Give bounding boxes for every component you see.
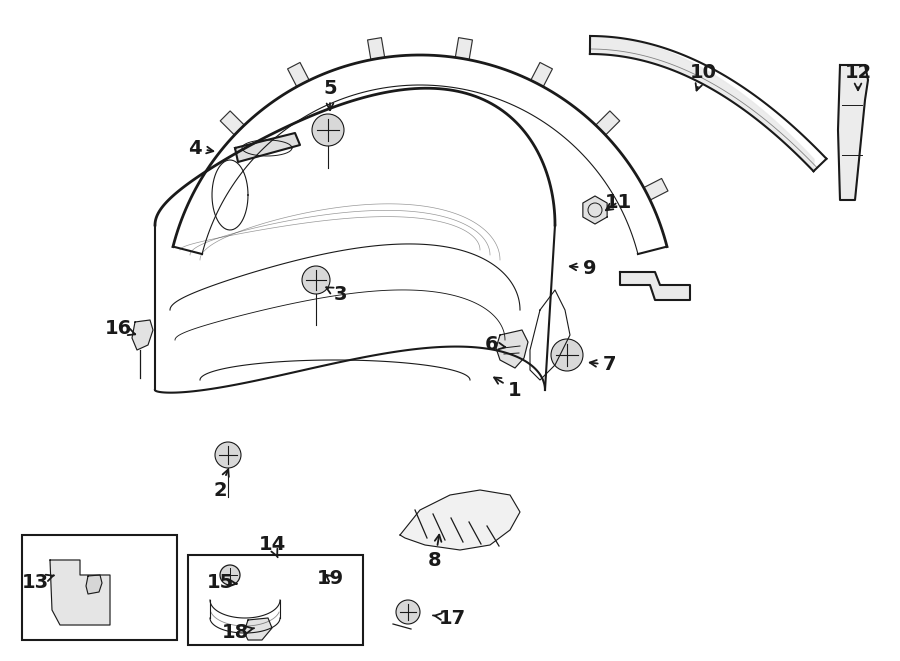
Circle shape	[396, 600, 420, 624]
Text: 15: 15	[206, 572, 237, 592]
Polygon shape	[644, 178, 668, 200]
Polygon shape	[50, 560, 110, 625]
Polygon shape	[838, 65, 868, 200]
Text: 11: 11	[605, 192, 632, 212]
Circle shape	[302, 266, 330, 294]
Text: 3: 3	[326, 286, 346, 305]
Text: 8: 8	[428, 535, 442, 570]
Polygon shape	[620, 272, 690, 300]
Text: 19: 19	[317, 568, 344, 588]
Polygon shape	[244, 618, 272, 640]
Text: 1: 1	[494, 377, 522, 399]
Text: 7: 7	[590, 356, 616, 375]
Bar	[188, 555, 363, 645]
Text: 10: 10	[689, 63, 716, 91]
Polygon shape	[583, 196, 608, 224]
Polygon shape	[86, 575, 102, 594]
Polygon shape	[496, 330, 528, 368]
Polygon shape	[367, 38, 384, 59]
Text: 6: 6	[485, 336, 506, 354]
Text: 9: 9	[570, 258, 597, 278]
Polygon shape	[235, 133, 300, 162]
Text: 12: 12	[844, 63, 871, 90]
Text: 13: 13	[22, 572, 54, 592]
Polygon shape	[288, 62, 310, 87]
Text: 2: 2	[213, 469, 229, 500]
Text: 4: 4	[188, 139, 213, 157]
Polygon shape	[220, 111, 244, 135]
Text: 17: 17	[433, 609, 465, 627]
Circle shape	[220, 565, 240, 585]
Bar	[22, 535, 177, 640]
Text: 16: 16	[104, 319, 135, 338]
Polygon shape	[132, 320, 153, 350]
Text: 5: 5	[323, 79, 337, 110]
Circle shape	[551, 339, 583, 371]
Polygon shape	[531, 62, 553, 87]
Circle shape	[312, 114, 344, 146]
Polygon shape	[455, 38, 472, 59]
Polygon shape	[400, 490, 520, 550]
Text: 18: 18	[221, 623, 254, 641]
Text: 14: 14	[258, 535, 285, 557]
Polygon shape	[596, 111, 620, 135]
Circle shape	[215, 442, 241, 468]
